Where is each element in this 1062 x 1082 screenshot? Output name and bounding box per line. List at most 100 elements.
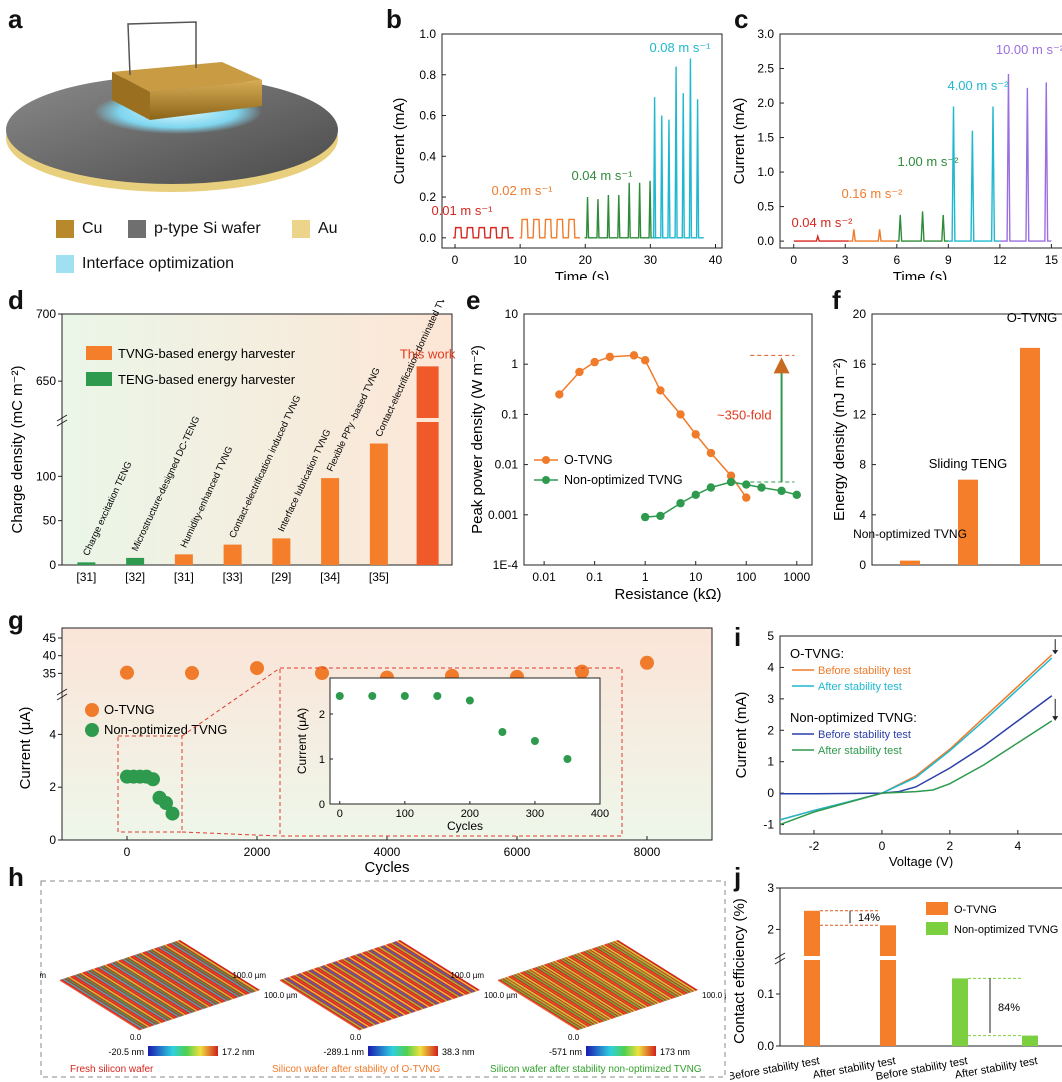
axis-label: 0.0 [568,1033,580,1042]
surface-texture [312,968,394,1020]
x-tick-label: 6 [893,253,900,267]
surface-texture [339,959,421,1011]
data-point [590,357,599,367]
legend-label: TENG-based energy harvester [118,372,296,387]
axis-break-mark [774,957,786,965]
y-tick-label: 0.6 [419,109,436,123]
series-line [519,218,581,239]
y-axis-label: Energy density (mJ m⁻²) [831,358,848,521]
legend-label: TVNG-based energy harvester [118,346,296,361]
bar [126,557,145,565]
data-point [656,386,665,395]
x-tick-label: Before stability test [730,1055,821,1082]
legend-au-label: Au [318,220,338,237]
surface-texture [387,943,469,995]
surface-texture [539,965,621,1017]
cu-block-side [150,80,262,120]
x-axis-label: Resistance (kΩ) [614,586,721,603]
wire [127,21,197,76]
surface-texture [342,958,424,1010]
x-tick-label: 30 [644,253,658,267]
surface-texture [390,942,472,994]
zoom-line [181,831,281,837]
x-tick-label: [31] [76,570,96,584]
x-tick-label: 1 [642,570,649,584]
arrow-head [1052,716,1059,721]
y-tick-label: 1E-4 [493,558,519,572]
inset-data-point [335,692,344,700]
series-line [999,74,1052,242]
y-tick-label: 0 [767,786,774,800]
legend-label: O-TVNG [564,453,613,467]
surface-texture [515,973,597,1025]
series-label: 0.08 m s⁻¹ [649,40,711,55]
axis-break-mark [56,414,68,422]
series-label: 0.16 m s⁻² [841,186,903,201]
y-tick-label: 0.1 [757,987,774,1001]
series-line [453,226,514,239]
data-point [742,493,751,502]
bar [272,538,291,565]
zoom-box [117,735,183,833]
legend-si: p-type Si wafer [128,220,261,238]
surface-texture [608,942,690,994]
y-tick-label: 10 [505,307,519,321]
surface-texture [572,954,654,1006]
data-point [640,655,654,670]
x-tick-label: 0 [124,845,131,859]
bar [321,478,340,565]
surface-texture [521,971,603,1023]
y-tick-label: -1 [763,818,774,832]
panel-h-frame [40,880,726,1078]
data-point [691,490,700,500]
arrow-head [1052,650,1059,655]
y-tick-label: 8 [859,458,866,472]
y-tick-label: 1 [511,357,518,371]
bar [958,479,978,565]
surface-texture [369,949,451,1001]
panel-label-b: b [386,4,402,34]
surface-texture [596,946,678,998]
color-bar-min: -571 nm [549,1047,582,1057]
y-tick-label: 0.2 [419,190,436,204]
series-line [651,58,704,239]
legend-marker [542,476,550,484]
data-point [691,430,700,439]
surface-texture [137,953,219,1005]
inset-x-axis-label: Cycles [447,819,483,833]
surface-texture [497,979,579,1031]
surface-texture [551,961,633,1013]
inset-box [279,667,623,837]
panel-label-g: g [8,605,24,635]
y-tick-label: 0.0 [757,234,774,248]
surface-texture [279,979,361,1031]
plot-frame [441,33,723,249]
axis-label: 0.0 [130,1033,142,1042]
surface-texture [500,978,582,1030]
series-label: 10.00 m s⁻² [996,42,1062,57]
chart-e: 1E-4 0.001 0.01 0.1 1 10 0.01 0.1 1 10 100 1000 Resi… [469,307,813,603]
series-line [948,106,1000,242]
y-tick-label: 12 [853,407,867,421]
inset-x-tick-label: 300 [526,808,544,820]
surface-texture [569,955,651,1007]
plot-frame [61,313,453,566]
surface-texture [354,954,436,1006]
y-tick-label: 3 [767,692,774,706]
legend-label: Before stability test [818,729,911,741]
y-axis-label: Current (mA) [391,98,408,185]
surface-texture [557,959,639,1011]
surface-texture [146,950,228,1002]
data-point [792,490,801,500]
data-point [250,661,264,676]
surface-texture [173,941,255,993]
surface-texture [375,947,457,999]
series-line [780,695,1053,795]
series-line [779,720,1053,826]
axis-break-mark [56,693,68,701]
panel-label-c: c [734,4,749,34]
x-axis-label: Cycles [364,859,409,876]
y-axis-label: Current (mA) [733,692,750,779]
surface-texture [89,969,171,1021]
data-point [146,772,160,787]
